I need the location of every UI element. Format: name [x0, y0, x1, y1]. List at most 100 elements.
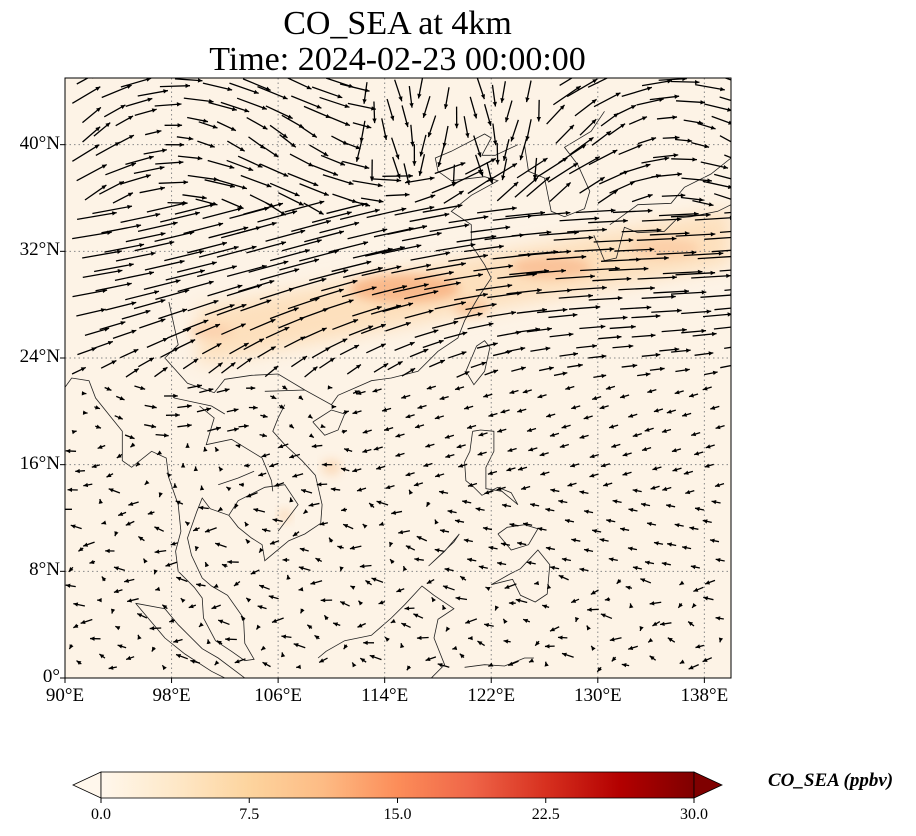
wind-arrow-96 — [73, 602, 86, 607]
wind-arrow-962 — [120, 78, 152, 88]
y-tick-label: 32°N — [19, 239, 60, 261]
wind-arrow-779 — [303, 202, 324, 215]
wind-arrow-613 — [177, 280, 214, 293]
wind-arrow-924 — [656, 115, 678, 120]
wind-arrow-391 — [227, 427, 239, 432]
wind-arrow-712 — [236, 221, 277, 235]
wind-arrow-865 — [93, 122, 111, 137]
wind-arrow-357 — [185, 443, 190, 448]
y-tick-label: 0° — [42, 666, 60, 687]
wind-arrow-701 — [683, 251, 724, 257]
wind-arrow-130 — [113, 588, 123, 594]
wind-arrow-420 — [165, 412, 180, 418]
wind-arrow-242 — [439, 528, 450, 534]
wind-arrow-623 — [392, 283, 429, 293]
wind-arrow-904 — [246, 116, 268, 130]
wind-arrow-569 — [598, 334, 622, 340]
wind-arrow-959 — [719, 96, 731, 102]
wind-arrow-39 — [216, 640, 223, 645]
wind-arrow-866 — [114, 134, 135, 146]
wind-arrow-798 — [692, 200, 714, 207]
wind-arrow-467 — [454, 386, 465, 391]
wind-arrow-538 — [612, 344, 634, 349]
wind-arrow-894 — [691, 142, 710, 149]
wind-arrow-450 — [115, 395, 125, 401]
wind-arrow-256 — [65, 508, 72, 510]
wind-arrow-386 — [124, 434, 135, 440]
wind-arrow-867 — [144, 129, 162, 136]
wind-arrow-671 — [719, 269, 731, 272]
wind-arrow-976 — [408, 86, 414, 108]
wind-arrow-699 — [629, 255, 669, 261]
wind-arrow-533 — [505, 346, 526, 353]
wind-arrow-698 — [614, 247, 655, 252]
wind-arrow-63 — [718, 637, 724, 643]
wind-arrow-541 — [671, 348, 691, 353]
wind-arrow-169 — [250, 569, 260, 575]
wind-arrow-480 — [71, 366, 87, 375]
wind-arrow-266 — [289, 497, 294, 503]
wind-arrow-934 — [208, 101, 237, 112]
wind-arrow-563 — [467, 322, 494, 330]
wind-arrow-86 — [522, 618, 531, 623]
wind-arrow-459 — [298, 395, 304, 401]
wind-arrow-379 — [622, 452, 632, 457]
wind-arrow-50 — [452, 645, 458, 651]
wind-arrow-260 — [147, 510, 155, 515]
wind-arrow-403 — [466, 424, 477, 430]
wind-arrow-29 — [679, 659, 685, 665]
wind-arrow-930 — [125, 97, 153, 107]
wind-arrow-570 — [609, 324, 636, 330]
wind-arrow-960 — [76, 78, 90, 85]
wind-arrow-715 — [304, 230, 345, 243]
wind-arrow-69 — [169, 618, 176, 623]
wind-arrow-989 — [670, 79, 700, 85]
wind-arrow-174 — [359, 564, 372, 569]
wind-arrow-774 — [195, 198, 218, 206]
wind-arrow-629 — [506, 288, 542, 295]
wind-arrow-791 — [549, 182, 572, 202]
wind-arrow-312 — [567, 482, 577, 487]
wind-arrow-149 — [504, 583, 517, 589]
wind-arrow-942 — [372, 101, 377, 124]
wind-arrow-482 — [125, 367, 140, 378]
wind-arrow-138 — [286, 574, 291, 580]
wind-arrow-495 — [387, 360, 403, 371]
wind-arrow-331 — [292, 473, 304, 478]
wind-arrow-150 — [534, 580, 540, 586]
wind-arrow-377 — [589, 453, 599, 459]
wind-arrow-595 — [465, 302, 497, 311]
wind-arrow-78 — [357, 622, 366, 628]
wind-arrow-479 — [702, 386, 712, 391]
wind-arrow-423 — [226, 408, 239, 413]
wind-arrow-319 — [714, 483, 725, 488]
wind-arrow-621 — [341, 286, 377, 298]
wind-arrow-221 — [667, 542, 677, 547]
wind-arrow-393 — [259, 433, 268, 438]
wind-arrow-657 — [426, 261, 466, 271]
wind-arrow-188 — [644, 560, 655, 565]
wind-arrow-659 — [473, 264, 514, 272]
wind-arrow-709 — [183, 222, 224, 235]
wind-arrow-255 — [702, 519, 712, 524]
wind-arrow-354 — [116, 453, 123, 459]
wind-arrow-67 — [136, 612, 148, 619]
wind-arrow-77 — [332, 622, 341, 627]
wind-arrow-606 — [702, 312, 731, 318]
wind-arrow-755 — [477, 206, 517, 214]
wind-arrow-870 — [197, 140, 215, 148]
wind-arrow-696 — [574, 247, 615, 252]
wind-arrow-52 — [477, 640, 486, 647]
wind-arrow-115 — [455, 596, 468, 601]
wind-arrow-392 — [238, 424, 249, 429]
wind-arrow-317 — [662, 486, 672, 491]
wind-arrow-448 — [81, 391, 87, 396]
wind-arrow-794 — [609, 181, 635, 194]
wind-arrow-559 — [385, 322, 411, 332]
wind-arrow-387 — [144, 424, 157, 429]
wind-arrow-222 — [681, 545, 692, 550]
wind-arrow-264 — [234, 503, 239, 509]
wind-arrow-16 — [406, 665, 412, 671]
wind-arrow-153 — [590, 589, 599, 595]
wind-arrow-845 — [342, 160, 370, 170]
